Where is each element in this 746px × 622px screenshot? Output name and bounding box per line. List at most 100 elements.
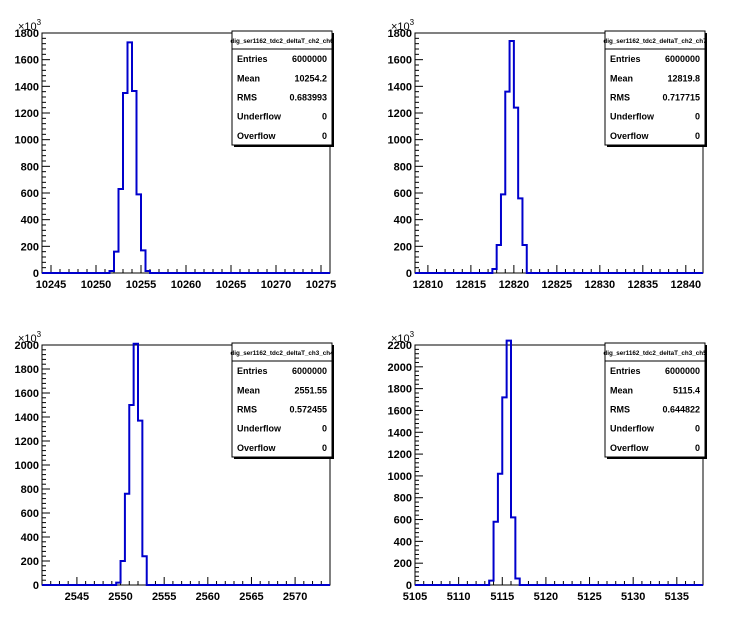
chart-1-xtick-label: 10260 [171,279,202,291]
chart-2-xtick-label: 12820 [499,279,530,291]
chart-4-stats-label: RMS [610,405,630,415]
chart-1-exponent-label: ×103 [18,18,42,33]
chart-2-ytick-label: 1000 [388,135,412,147]
chart-3-stats-label: RMS [237,405,257,415]
chart-4-xtick-label: 5105 [403,591,427,603]
chart-3-stats-label: Underflow [237,424,282,434]
chart-3-ytick-label: 1800 [15,364,39,376]
chart-2-stats-frame [604,30,706,146]
chart-2-stats-box: dig_ser1162_tdc2_deltaT_ch2_ch7 Entries 60… [603,30,707,147]
chart-2-stats-label: RMS [610,93,630,103]
chart-4-xtick-label: 5110 [447,591,471,603]
chart-4-stats-box: dig_ser1162_tdc2_deltaT_ch3_ch5 Entries 60… [603,342,707,459]
chart-4-stats-label: Mean [610,385,633,395]
chart-3-stats-title: dig_ser1162_tdc2_deltaT_ch3_ch4 [230,350,334,357]
chart-1-stats-box: dig_ser1162_tdc2_deltaT_ch2_ch6 Entries 60… [230,30,334,147]
chart-2-xtick-label: 12840 [671,279,702,291]
chart-2-xtick-label: 12825 [542,279,573,291]
chart-2-ytick-label: 400 [394,215,412,227]
chart-2-exponent-label: ×103 [391,18,415,33]
chart-1-ytick-label: 1000 [15,135,39,147]
chart-3-stats-value: 0 [322,443,327,453]
chart-1-exponent-power: 3 [37,18,42,27]
chart-4-stats-value: 0 [695,424,700,434]
chart-4-stats-label: Underflow [610,424,655,434]
chart-4-ytick-label: 800 [394,493,412,505]
chart-3-stats-frame [231,342,333,458]
chart-1: 0 200 400 600 800 1000 1200 1400 1600 1800 10245 10… [15,18,337,291]
chart-2-exponent-base: ×10 [391,21,410,33]
chart-4-stats-value: 0 [695,443,700,453]
chart-3: 0 200 400 600 800 1000 1200 1400 1600 1800 2000 254… [15,330,335,603]
chart-1-ytick-label: 400 [21,215,39,227]
chart-2-stats-value: 6000000 [665,54,700,64]
chart-2-ytick-label: 200 [394,241,412,253]
chart-4-exponent-base: ×10 [391,333,410,345]
chart-4-ytick-label: 400 [394,536,412,548]
chart-1-ytick-label: 1600 [15,55,39,67]
chart-1-xtick-label: 10270 [261,279,292,291]
chart-3-xtick-label: 2560 [196,591,220,603]
chart-2-stats-value: 12819.8 [667,73,700,83]
chart-3-ytick-label: 800 [21,484,39,496]
chart-2-stats-label: Underflow [610,112,655,122]
chart-4-stats-value: 6000000 [665,366,700,376]
chart-4-ytick-label: 200 [394,558,412,570]
chart-4-exponent-label: ×103 [391,330,415,345]
chart-1-stats-label: Mean [237,73,260,83]
chart-4-exponent-power: 3 [410,330,415,339]
chart-2-exponent-power: 3 [410,18,415,27]
chart-3-ytick-label: 600 [21,508,39,520]
chart-2-ytick-label: 1800 [388,28,412,40]
chart-3-stats-value: 0.572455 [289,405,327,415]
chart-1-xtick-label: 10250 [81,279,112,291]
chart-1-stats-value: 0 [322,112,327,122]
chart-2-stats-title: dig_ser1162_tdc2_deltaT_ch2_ch7 [603,38,707,45]
chart-3-ytick-label: 200 [21,556,39,568]
chart-2-ytick-label: 0 [406,268,412,280]
chart-2: 0 200 400 600 800 1000 1200 1400 1600 1800 12810 12… [388,18,708,291]
chart-1-ytick-label: 1200 [15,108,39,120]
chart-2-xtick-label: 12830 [585,279,616,291]
chart-2-xtick-label: 12815 [456,279,487,291]
chart-1-xtick-label: 10245 [36,279,67,291]
chart-3-ytick-label: 1400 [15,412,39,424]
chart-4-histogram-line [415,339,703,586]
chart-3-xtick-label: 2565 [239,591,263,603]
chart-4-xtick-label: 5130 [621,591,645,603]
chart-4-stats-value: 0.644822 [662,405,700,415]
chart-1-ytick-label: 1400 [15,81,39,93]
chart-4-xtick-label: 5125 [577,591,601,603]
chart-4-stats-value: 5115.4 [673,385,700,395]
chart-4-xtick-label: 5120 [534,591,558,603]
chart-1-stats-value: 10254.2 [294,73,327,83]
chart-3-exponent-power: 3 [37,330,42,339]
chart-1-ytick-label: 200 [21,241,39,253]
chart-4-ytick-label: 1600 [388,405,412,417]
chart-2-stats-label: Overflow [610,131,650,141]
chart-2-xtick-label: 12810 [413,279,444,291]
chart-2-ytick-label: 1400 [388,81,412,93]
chart-4: 0 200 400 600 800 1000 1200 1400 1600 1800 2000 220… [388,330,708,603]
chart-4-ytick-label: 1000 [388,471,412,483]
chart-3-exponent-label: ×103 [18,330,42,345]
chart-3-stats-label: Mean [237,385,260,395]
chart-4-stats-label: Overflow [610,443,650,453]
chart-1-stats-label: Overflow [237,131,277,141]
chart-4-xtick-label: 5135 [665,591,689,603]
chart-3-stats-label: Overflow [237,443,277,453]
chart-1-stats-label: RMS [237,93,257,103]
chart-2-stats-value: 0 [695,131,700,141]
chart-4-stats-label: Entries [610,366,641,376]
chart-2-xtick-label: 12835 [628,279,659,291]
chart-3-xtick-label: 2570 [283,591,307,603]
chart-3-ytick-label: 1600 [15,388,39,400]
chart-4-ytick-label: 1200 [388,449,412,461]
chart-4-ytick-label: 2200 [388,340,412,352]
chart-3-stats-value: 2551.55 [294,385,327,395]
chart-4-stats-title: dig_ser1162_tdc2_deltaT_ch3_ch5 [603,350,707,357]
chart-2-stats-value: 0.717715 [662,93,700,103]
chart-1-exponent-base: ×10 [18,21,37,33]
chart-2-ytick-label: 1200 [388,108,412,120]
